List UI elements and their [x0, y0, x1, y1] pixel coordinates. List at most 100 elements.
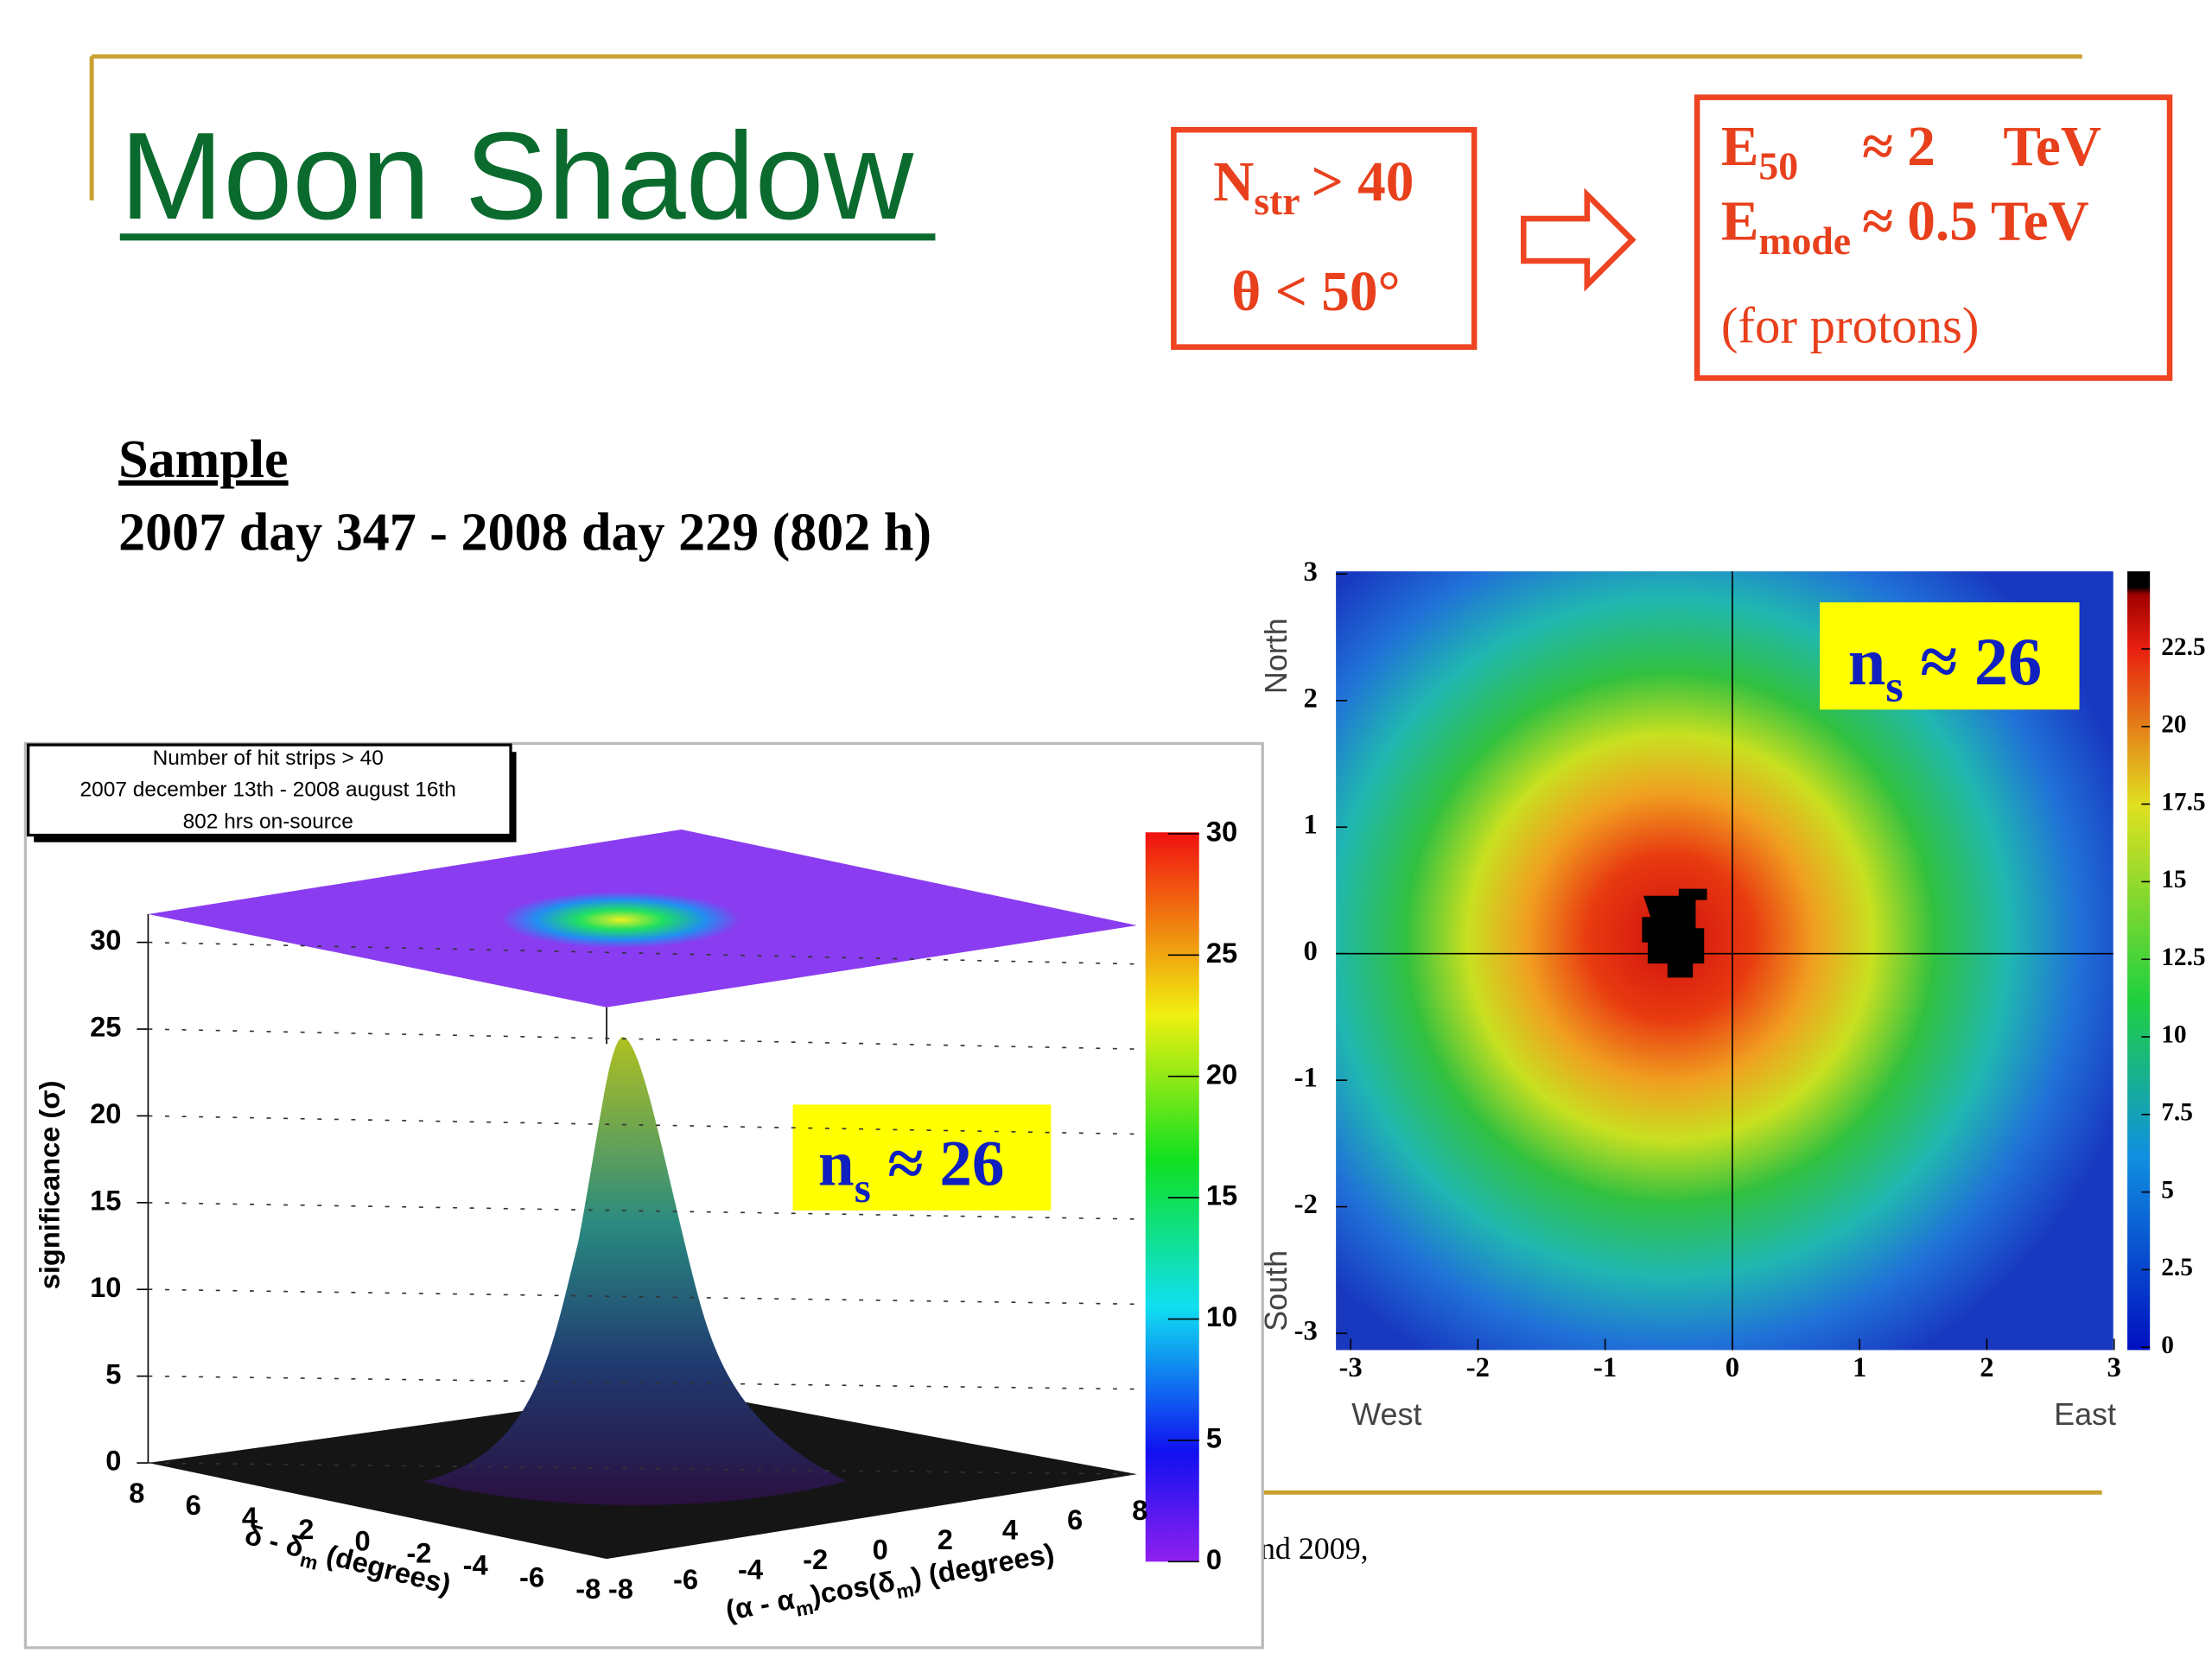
cut-symbol: N — [1213, 151, 1254, 213]
tick-label: 20 — [2161, 711, 2186, 739]
tick-label: 7.5 — [2161, 1099, 2193, 1127]
tick-label: 2 — [1980, 1352, 1993, 1383]
tick-label: 15 — [90, 1184, 121, 1216]
cut-box — [1171, 126, 1478, 350]
tick-label: 2.5 — [2161, 1254, 2193, 1281]
tick-label: 5 — [105, 1357, 121, 1389]
tick-label: -8 — [575, 1573, 601, 1605]
tick-label: 1 — [1853, 1352, 1866, 1383]
tick-label: 17.5 — [2161, 788, 2205, 816]
heatmap-peak — [1642, 888, 1707, 978]
energy-subscript: 50 — [1758, 143, 1798, 188]
grid-line — [148, 1115, 1137, 1135]
energy-symbol: E — [1721, 191, 1759, 253]
grid-line — [148, 1028, 1137, 1050]
tick-label: -2 — [406, 1537, 431, 1569]
cut-text: Nstr > 40 — [1213, 151, 1414, 223]
energy-box — [1694, 94, 2173, 381]
tick-label: 0 — [355, 1525, 371, 1557]
grid-line — [148, 1288, 1137, 1306]
tick-label: 25 — [1206, 937, 1237, 969]
cut-text: θ < 50° — [1231, 261, 1400, 323]
title: Moon Shadow — [120, 107, 915, 245]
annotation-subscript: s — [1885, 661, 1903, 711]
arrow — [1521, 188, 1637, 292]
annotation-value: ≈ 26 — [887, 1128, 1004, 1199]
sample-label: Sample — [118, 430, 288, 489]
tick-label: 12.5 — [2161, 944, 2205, 971]
tick-label: 6 — [1067, 1503, 1083, 1535]
annotation: ns ≈ 26 — [818, 1128, 1005, 1211]
annotation: ns ≈ 26 — [1848, 624, 2042, 712]
tick-label: -3 — [1294, 1316, 1318, 1347]
grid-line — [148, 941, 1137, 965]
grid-line — [148, 1202, 1137, 1220]
cut-subscript: str — [1254, 179, 1300, 223]
tick-label: 10 — [2161, 1021, 2186, 1049]
tick-label: 0 — [1206, 1543, 1222, 1575]
tick-label: 15 — [2161, 866, 2186, 893]
axis-label: East — [2054, 1396, 2116, 1432]
tick-label: 25 — [90, 1011, 121, 1043]
axis-label: West — [1351, 1396, 1421, 1432]
energy-symbol: E — [1721, 116, 1759, 178]
energy-text: E50 — [1721, 116, 1798, 188]
tick-label: 20 — [90, 1097, 121, 1129]
axis-label: North — [1258, 618, 1294, 694]
tick-label: -6 — [519, 1560, 544, 1592]
z-axis-label: significance (σ) — [34, 1081, 66, 1290]
tick-label: -1 — [1294, 1063, 1318, 1094]
annotation-value: ≈ 26 — [1920, 624, 2042, 699]
tick-label: 3 — [2107, 1352, 2121, 1383]
footer: nd 2009, — [1260, 1531, 1369, 1566]
tick-label: 2 — [938, 1523, 953, 1555]
tick-label: 1 — [1304, 810, 1318, 841]
tick-label: 3 — [1304, 556, 1318, 588]
tick-label: 10 — [1206, 1300, 1237, 1332]
sample-range: 2007 day 347 - 2008 day 229 (802 h) — [118, 504, 931, 563]
tick-label: -4 — [463, 1549, 488, 1581]
tick-label: 10 — [90, 1271, 121, 1303]
annotation-box — [792, 1104, 1052, 1211]
tick-label: 0 — [873, 1534, 888, 1566]
energy-note: (for protons) — [1721, 298, 1980, 354]
tick-label: -1 — [1593, 1352, 1617, 1383]
energy-subscript: mode — [1758, 219, 1851, 263]
annotation-symbol: n — [1848, 624, 1886, 699]
legend-box — [27, 743, 512, 837]
tick-label: 5 — [1206, 1422, 1222, 1454]
tick-label: 4 — [242, 1501, 257, 1533]
y-label-subscript: m — [794, 1596, 816, 1621]
projection-spot — [500, 891, 741, 949]
surface-peak — [423, 1037, 847, 1505]
tick-label: -8 — [608, 1573, 633, 1605]
energy-text: Emode ≈ 0.5 TeV — [1721, 191, 2089, 263]
tick-label: -2 — [1466, 1352, 1490, 1383]
tick-label: 20 — [1206, 1058, 1237, 1090]
grid-line — [148, 1375, 1137, 1390]
tick-label: 6 — [186, 1489, 201, 1521]
tick-label: 8 — [1132, 1494, 1147, 1526]
tick-label: 15 — [1206, 1179, 1237, 1211]
tick-label: 0 — [1726, 1352, 1739, 1383]
energy-unit: TeV — [2003, 116, 2101, 178]
colorbar — [2127, 571, 2151, 1351]
legend-line: Number of hit strips > 40 — [153, 747, 384, 770]
legend-line: 802 hrs on-source — [183, 810, 353, 833]
cut-value: > 40 — [1312, 151, 1414, 213]
tick-label: 30 — [1206, 816, 1237, 848]
legend-line: 2007 december 13th - 2008 august 16th — [80, 779, 456, 802]
y-label-subscript: m — [894, 1578, 916, 1603]
tick-label: 4 — [1002, 1514, 1018, 1546]
tick-label: 0 — [2161, 1332, 2174, 1359]
tick-label: -6 — [673, 1563, 698, 1595]
tick-label: 0 — [105, 1445, 121, 1477]
tick-label: 30 — [90, 924, 121, 956]
energy-value: ≈ 2 — [1862, 116, 1936, 178]
tick-label: -2 — [803, 1543, 828, 1575]
tick-label: 2 — [1304, 683, 1318, 714]
tick-label: -4 — [738, 1553, 763, 1585]
tick-label: 5 — [2161, 1176, 2174, 1204]
